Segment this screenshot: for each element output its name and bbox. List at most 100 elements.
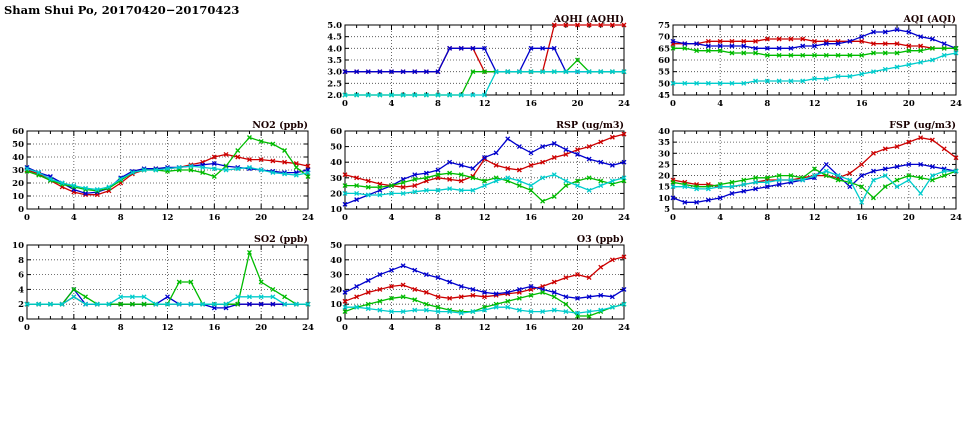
svg-text:4: 4 <box>717 213 723 222</box>
svg-text:NO2 (ppb): NO2 (ppb) <box>252 120 308 131</box>
svg-text:65: 65 <box>658 44 670 54</box>
svg-text:20: 20 <box>572 323 584 332</box>
chart-rsp: 10 20 30 40 50 60 0 4 8 12 16 20 24 RSP (ug/m3) <box>318 118 632 222</box>
svg-text:60: 60 <box>12 127 24 137</box>
svg-text:20: 20 <box>12 179 24 189</box>
svg-text:30: 30 <box>330 174 342 184</box>
svg-text:8: 8 <box>435 99 441 108</box>
svg-text:24: 24 <box>302 213 314 222</box>
svg-text:0: 0 <box>670 99 676 108</box>
svg-text:20: 20 <box>255 323 267 332</box>
svg-text:12: 12 <box>479 99 491 108</box>
svg-text:25: 25 <box>658 160 670 170</box>
svg-text:20: 20 <box>330 189 342 199</box>
svg-text:50: 50 <box>12 140 24 150</box>
svg-text:20: 20 <box>903 99 915 108</box>
svg-text:16: 16 <box>525 99 537 108</box>
svg-text:4: 4 <box>18 285 24 295</box>
svg-text:24: 24 <box>618 323 630 332</box>
svg-text:20: 20 <box>255 213 267 222</box>
svg-text:10: 10 <box>12 241 24 251</box>
svg-text:3.5: 3.5 <box>327 56 342 66</box>
svg-text:SO2 (ppb): SO2 (ppb) <box>254 234 308 245</box>
chart-so2: 0 2 4 6 8 10 0 4 8 12 16 20 24 SO2 (ppb) <box>0 232 316 332</box>
svg-text:12: 12 <box>809 99 821 108</box>
chart-fsp: 5 10 15 20 25 30 35 40 0 4 8 12 16 20 24 FSP (ug/m3) <box>646 118 964 222</box>
svg-text:0: 0 <box>342 213 348 222</box>
svg-text:20: 20 <box>658 172 670 182</box>
svg-text:12: 12 <box>162 213 174 222</box>
svg-text:75: 75 <box>658 21 670 31</box>
svg-text:2.5: 2.5 <box>327 79 342 89</box>
svg-text:35: 35 <box>658 138 670 148</box>
svg-text:4: 4 <box>389 323 395 332</box>
svg-text:8: 8 <box>764 213 770 222</box>
svg-text:0: 0 <box>18 205 24 215</box>
svg-text:12: 12 <box>479 323 491 332</box>
svg-text:0: 0 <box>24 213 30 222</box>
svg-text:15: 15 <box>658 183 670 193</box>
svg-text:24: 24 <box>618 213 630 222</box>
svg-text:4: 4 <box>71 323 77 332</box>
svg-text:0: 0 <box>24 323 30 332</box>
svg-text:4.0: 4.0 <box>327 44 342 54</box>
svg-text:4: 4 <box>389 213 395 222</box>
chart-o3: 0 10 20 30 40 50 0 4 8 12 16 20 24 O3 (ppb) <box>318 232 632 332</box>
svg-text:30: 30 <box>330 271 342 281</box>
svg-text:12: 12 <box>479 213 491 222</box>
svg-text:30: 30 <box>658 149 670 159</box>
svg-text:50: 50 <box>658 79 670 89</box>
svg-text:55: 55 <box>658 68 670 78</box>
svg-text:O3 (ppb): O3 (ppb) <box>577 234 624 245</box>
svg-text:16: 16 <box>525 323 537 332</box>
svg-text:24: 24 <box>618 99 630 108</box>
svg-text:FSP (ug/m3): FSP (ug/m3) <box>889 120 956 131</box>
svg-text:20: 20 <box>903 213 915 222</box>
svg-text:2.0: 2.0 <box>327 91 342 101</box>
svg-text:60: 60 <box>658 56 670 66</box>
svg-text:0: 0 <box>670 213 676 222</box>
svg-text:16: 16 <box>856 213 868 222</box>
svg-text:10: 10 <box>12 192 24 202</box>
svg-text:8: 8 <box>118 323 124 332</box>
svg-text:8: 8 <box>18 256 24 266</box>
svg-text:70: 70 <box>658 33 670 43</box>
svg-text:3.0: 3.0 <box>327 68 342 78</box>
svg-text:40: 40 <box>330 158 342 168</box>
svg-text:16: 16 <box>856 99 868 108</box>
svg-text:AQHI (AQHI): AQHI (AQHI) <box>553 14 624 25</box>
svg-text:10: 10 <box>658 194 670 204</box>
chart-aqhi: 2.0 2.5 3.0 3.5 4.0 4.5 5.0 0 4 8 12 16 20 24 AQHI (AQ… <box>318 12 632 108</box>
svg-text:4.5: 4.5 <box>327 33 342 43</box>
svg-text:8: 8 <box>118 213 124 222</box>
svg-text:12: 12 <box>162 323 174 332</box>
svg-text:24: 24 <box>950 99 962 108</box>
svg-text:20: 20 <box>572 213 584 222</box>
svg-text:16: 16 <box>525 213 537 222</box>
svg-text:24: 24 <box>950 213 962 222</box>
svg-text:0: 0 <box>342 99 348 108</box>
svg-text:6: 6 <box>18 271 24 281</box>
svg-text:RSP (ug/m3): RSP (ug/m3) <box>556 120 624 131</box>
svg-text:10: 10 <box>330 205 342 215</box>
svg-text:8: 8 <box>435 213 441 222</box>
svg-text:4: 4 <box>389 99 395 108</box>
svg-text:40: 40 <box>658 127 670 137</box>
svg-text:20: 20 <box>572 99 584 108</box>
chart-aqi: 45 50 55 60 65 70 75 0 4 8 12 16 20 24 AQI (AQI) <box>646 12 964 108</box>
svg-text:AQI (AQI): AQI (AQI) <box>903 14 956 25</box>
svg-text:4: 4 <box>71 213 77 222</box>
svg-text:10: 10 <box>330 300 342 310</box>
svg-text:45: 45 <box>658 91 670 101</box>
svg-text:12: 12 <box>809 213 821 222</box>
svg-text:16: 16 <box>208 323 220 332</box>
svg-text:40: 40 <box>330 256 342 266</box>
svg-text:30: 30 <box>12 166 24 176</box>
page-title: Sham Shui Po, 20170420−20170423 <box>4 3 240 17</box>
svg-text:8: 8 <box>764 99 770 108</box>
svg-text:8: 8 <box>435 323 441 332</box>
svg-text:50: 50 <box>330 241 342 251</box>
svg-text:0: 0 <box>342 323 348 332</box>
svg-text:20: 20 <box>330 285 342 295</box>
